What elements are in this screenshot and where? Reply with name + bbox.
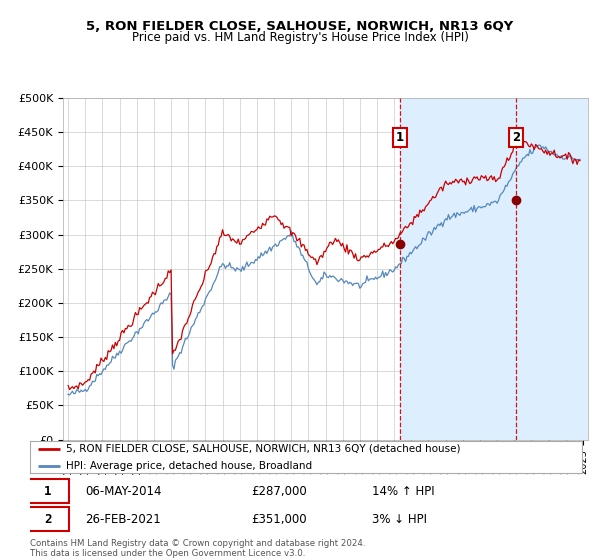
- Text: 14% ↑ HPI: 14% ↑ HPI: [372, 484, 435, 498]
- Text: HPI: Average price, detached house, Broadland: HPI: Average price, detached house, Broa…: [66, 461, 312, 471]
- Text: 3% ↓ HPI: 3% ↓ HPI: [372, 512, 427, 526]
- Text: 5, RON FIELDER CLOSE, SALHOUSE, NORWICH, NR13 6QY (detached house): 5, RON FIELDER CLOSE, SALHOUSE, NORWICH,…: [66, 444, 460, 454]
- Bar: [516, 98, 588, 440]
- Text: Contains HM Land Registry data © Crown copyright and database right 2024.
This d: Contains HM Land Registry data © Crown c…: [30, 539, 365, 558]
- Text: 1: 1: [396, 131, 404, 144]
- FancyBboxPatch shape: [27, 507, 68, 531]
- Text: 1: 1: [44, 484, 52, 498]
- Text: 5, RON FIELDER CLOSE, SALHOUSE, NORWICH, NR13 6QY: 5, RON FIELDER CLOSE, SALHOUSE, NORWICH,…: [86, 20, 514, 32]
- Text: 06-MAY-2014: 06-MAY-2014: [85, 484, 162, 498]
- Text: Price paid vs. HM Land Registry's House Price Index (HPI): Price paid vs. HM Land Registry's House …: [131, 31, 469, 44]
- Bar: [400, 98, 588, 440]
- Text: 2: 2: [44, 512, 52, 526]
- FancyBboxPatch shape: [27, 479, 68, 503]
- Text: 2: 2: [512, 131, 520, 144]
- Text: 26-FEB-2021: 26-FEB-2021: [85, 512, 161, 526]
- Text: £287,000: £287,000: [251, 484, 307, 498]
- Text: £351,000: £351,000: [251, 512, 307, 526]
